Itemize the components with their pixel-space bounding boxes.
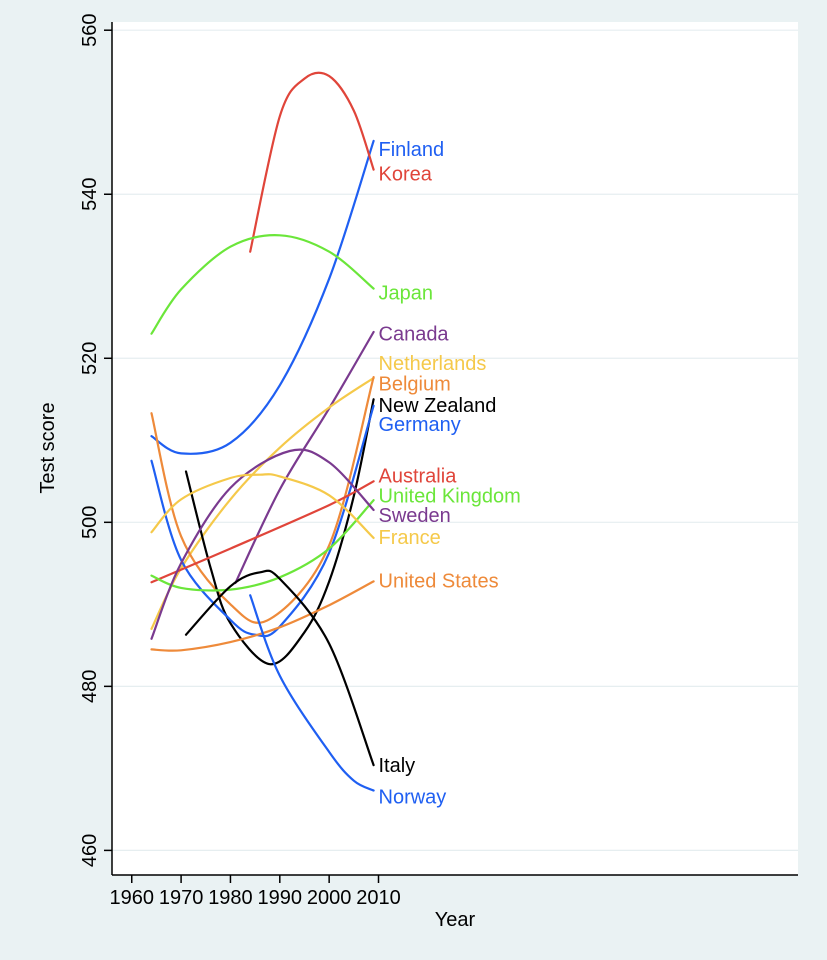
x-tick-label-1990: 1990 [258, 887, 303, 909]
x-tick-label-2010: 2010 [356, 887, 401, 909]
series-label-belgium: Belgium [379, 374, 451, 396]
series-label-france: France [379, 527, 441, 549]
y-tick-label-500: 500 [79, 506, 101, 539]
series-labels: Finland Korea Japan Canada NetherlandsBelgiu… [379, 139, 521, 808]
series-line-sweden [150, 448, 375, 640]
series-label-netherlands: Netherlands [379, 353, 487, 375]
series-label-sweden: Sweden [379, 505, 451, 527]
series-line-netherlands [150, 376, 375, 630]
axis-ticks: 460 480 500 520 540 560 1960 1970 1980 1990 2000 20… [79, 14, 401, 909]
series-line-australia [150, 480, 375, 584]
series-lines [150, 71, 375, 792]
series-label-australia: Australia [379, 466, 458, 488]
series-label-italy: Italy [379, 755, 416, 777]
y-tick-label-520: 520 [79, 342, 101, 375]
series-line-united-states [150, 580, 375, 652]
plot-background [112, 22, 798, 875]
y-axis-title: Test score [37, 402, 59, 493]
series-line-finland [150, 139, 375, 455]
y-tick-label-460: 460 [79, 834, 101, 867]
x-tick-label-1970: 1970 [159, 887, 204, 909]
x-axis-title: Year [435, 909, 476, 931]
series-line-new-zealand [184, 398, 375, 666]
series-line-france [150, 473, 375, 539]
series-label-united-states: United States [379, 571, 499, 593]
series-line-united-kingdom [150, 499, 375, 592]
series-line-japan [150, 234, 375, 335]
series-label-germany: Germany [379, 414, 461, 436]
y-tick-label-480: 480 [79, 670, 101, 703]
series-line-canada [234, 330, 375, 585]
series-line-korea [249, 71, 375, 253]
x-tick-label-1960: 1960 [109, 887, 154, 909]
series-label-united-kingdom: United Kingdom [379, 485, 521, 507]
y-tick-label-560: 560 [79, 14, 101, 47]
gridlines [112, 29, 798, 851]
series-label-canada: Canada [379, 324, 450, 346]
series-line-norway [249, 594, 375, 792]
series-label-korea: Korea [379, 164, 433, 186]
y-tick-label-540: 540 [79, 178, 101, 211]
series-label-japan: Japan [379, 283, 434, 305]
series-line-italy [184, 569, 375, 767]
x-tick-label-2000: 2000 [307, 887, 352, 909]
series-label-new-zealand: New Zealand [379, 395, 497, 417]
series-line-belgium [150, 376, 375, 624]
series-label-finland: Finland [379, 139, 445, 161]
series-label-norway: Norway [379, 786, 447, 808]
x-tick-label-1980: 1980 [208, 887, 253, 909]
